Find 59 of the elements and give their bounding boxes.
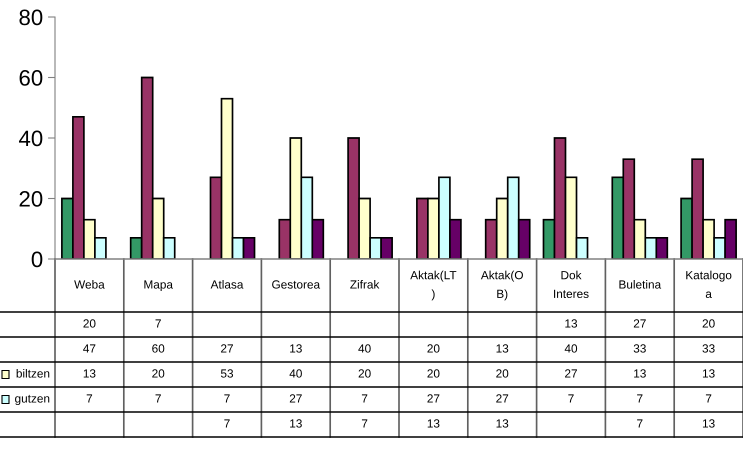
data-label: 53: [220, 369, 234, 378]
x-tick-label: Buletina: [619, 280, 662, 289]
data-label: 13: [702, 419, 715, 428]
data-label: 20: [358, 369, 371, 378]
x-tick-label: Mapa: [144, 280, 173, 291]
x-tick-label: Katalogo a: [686, 270, 732, 298]
data-label: 13: [428, 419, 440, 428]
data-label: 20: [702, 319, 715, 328]
x-tick-label: Weba: [74, 280, 105, 289]
data-label: 27: [290, 394, 302, 403]
data-label: 20: [152, 369, 164, 378]
data-label: 7: [362, 394, 368, 403]
data-label: 7: [224, 394, 230, 403]
data-label: 27: [565, 369, 577, 378]
y-tick-label: 20: [20, 191, 42, 207]
data-label: 7: [706, 394, 712, 403]
data-label: 20: [427, 344, 440, 353]
data-label: 13: [496, 344, 508, 353]
x-tick-label: Aktak(LT ): [410, 270, 456, 300]
data-label: 7: [568, 394, 574, 403]
data-label: 40: [564, 344, 578, 353]
data-label: 60: [152, 344, 164, 353]
y-tick-label: 80: [19, 10, 42, 26]
x-tick-label: Dok Interes: [554, 270, 589, 298]
y-tick-label: 60: [20, 70, 42, 86]
data-label: 7: [224, 419, 230, 428]
data-label: 13: [634, 369, 646, 378]
x-tick-label: Zifrak: [350, 280, 380, 289]
data-label: 20: [427, 369, 440, 378]
data-label: 13: [496, 419, 508, 428]
data-label: 13: [702, 369, 715, 378]
x-tick-label: Aktak(O B): [480, 270, 523, 300]
y-tick-label: 0: [32, 252, 42, 268]
x-tick-label: Atlasa: [210, 280, 244, 289]
data-label: 7: [637, 394, 642, 403]
data-label: 27: [496, 394, 508, 403]
data-label: 7: [637, 419, 642, 428]
data-label: 13: [84, 369, 96, 378]
data-label: 7: [86, 394, 92, 403]
data-label: 13: [565, 319, 578, 328]
data-label: 40: [290, 369, 302, 378]
data-label: 27: [634, 319, 646, 328]
data-label: 27: [427, 394, 440, 403]
data-label: 33: [634, 344, 646, 353]
data-label: 13: [290, 344, 302, 353]
data-label: 7: [156, 394, 161, 403]
data-label: 20: [496, 369, 508, 378]
data-label: 13: [290, 419, 302, 428]
x-tick-label: Gestorea: [272, 280, 320, 289]
legend-label: gutzen: [15, 394, 50, 406]
data-label: 40: [358, 344, 371, 353]
data-label: 27: [221, 344, 233, 353]
y-tick-label: 40: [18, 130, 42, 146]
data-label: 20: [83, 319, 96, 328]
data-label: 7: [362, 419, 368, 428]
data-label: 47: [83, 344, 96, 353]
legend-label: biltzen: [16, 368, 50, 378]
data-label: 7: [156, 319, 161, 328]
data-label: 33: [702, 344, 715, 353]
